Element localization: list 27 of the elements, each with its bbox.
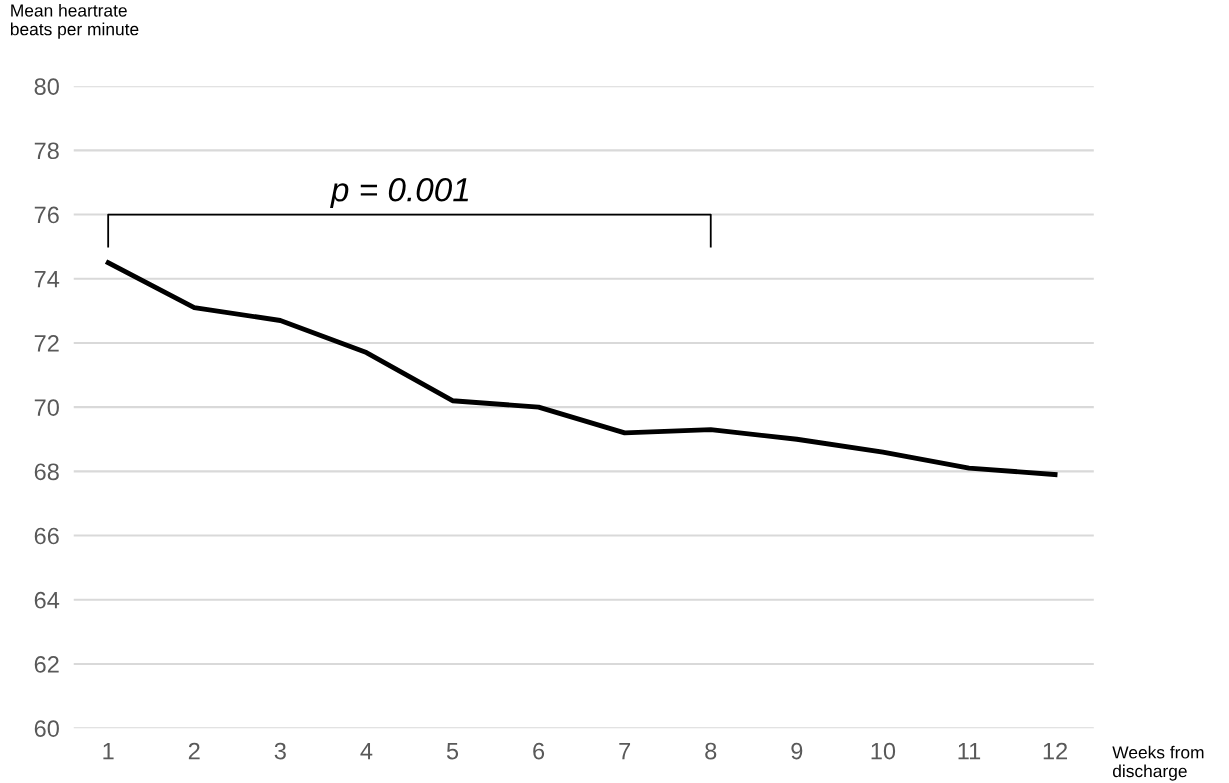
x-tick-label: 3: [274, 742, 286, 760]
y-tick-label: 80: [34, 78, 59, 95]
y-axis-title: Mean heartrate beats per minute: [10, 3, 139, 39]
y-tick-label: 74: [34, 271, 60, 288]
y-tick-label: 64: [34, 591, 60, 609]
x-tick-label: 5: [446, 742, 459, 760]
x-tick-label: 2: [188, 742, 200, 760]
x-tick-label: 4: [360, 742, 373, 760]
y-tick-label: 66: [34, 527, 59, 545]
x-tick-label: 9: [791, 742, 803, 760]
line-series: [105, 260, 1058, 478]
y-tick-label: 76: [34, 206, 59, 224]
x-tick-label: 11: [958, 742, 981, 760]
y-tick-label: 62: [34, 656, 59, 673]
y-tick-label: 60: [34, 720, 59, 737]
x-tick-label: 8: [705, 742, 717, 760]
x-tick-label: 1: [103, 742, 114, 760]
x-axis-title: Weeks from discharge: [1112, 745, 1204, 781]
x-tick-label: 10: [871, 742, 896, 760]
y-tick-label: 78: [34, 142, 59, 160]
y-tick-label: 68: [34, 463, 59, 481]
x-tick-label: 12: [1043, 742, 1068, 760]
x-tick-label: 7: [619, 742, 631, 760]
annotation: p = 0.001: [330, 177, 469, 209]
y-tick-label: 72: [34, 335, 59, 352]
y-tick-label: 70: [34, 399, 59, 416]
x-tick-label: 6: [533, 742, 545, 760]
